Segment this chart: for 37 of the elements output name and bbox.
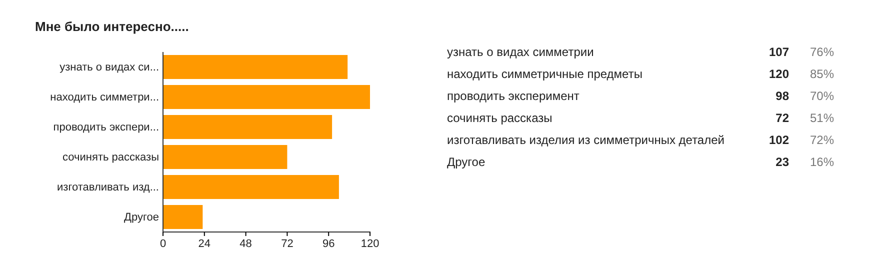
x-tick-label: 24	[198, 238, 211, 250]
text: 120	[768, 67, 790, 81]
text: 85%	[810, 67, 834, 81]
y-tick-label: узнать о видах си...	[60, 62, 159, 74]
y-tick-label: изготавливать изд...	[57, 182, 159, 194]
bar	[163, 205, 203, 229]
text: сочинять рассказы	[447, 111, 552, 125]
text: 72	[776, 111, 790, 125]
x-tick-label: 120	[360, 238, 380, 250]
x-tick-label: 0	[160, 238, 166, 250]
x-tick-label: 96	[322, 238, 335, 250]
text: 102	[768, 133, 790, 147]
bar	[163, 55, 348, 79]
y-tick-label: сочинять рассказы	[62, 152, 160, 164]
text: узнать о видах симметрии	[447, 45, 594, 59]
y-tick-label: Другое	[124, 212, 159, 224]
bar	[163, 145, 288, 169]
x-tick-label: 48	[240, 238, 252, 250]
y-tick-label: находить симметри...	[50, 92, 159, 104]
y-tick-label: проводить экспери...	[53, 122, 159, 134]
text: 98	[776, 89, 790, 103]
bar	[163, 115, 332, 139]
text: изготавливать изделия из симметричных деталей	[447, 133, 724, 147]
text: находить симметричные предметы	[447, 67, 642, 81]
text: проводить эксперимент	[447, 89, 580, 103]
chart-title: Мне было интересно.....	[35, 19, 189, 34]
text: 72%	[810, 133, 834, 147]
bar	[163, 175, 339, 199]
text: Другое	[447, 155, 486, 169]
x-tick-label: 72	[281, 238, 294, 250]
text: 70%	[810, 89, 834, 103]
text: 76%	[810, 45, 834, 59]
text: 107	[768, 45, 790, 59]
bar	[163, 85, 370, 109]
text: 51%	[810, 111, 834, 125]
text: 16%	[810, 155, 834, 169]
text: 23	[776, 155, 790, 169]
